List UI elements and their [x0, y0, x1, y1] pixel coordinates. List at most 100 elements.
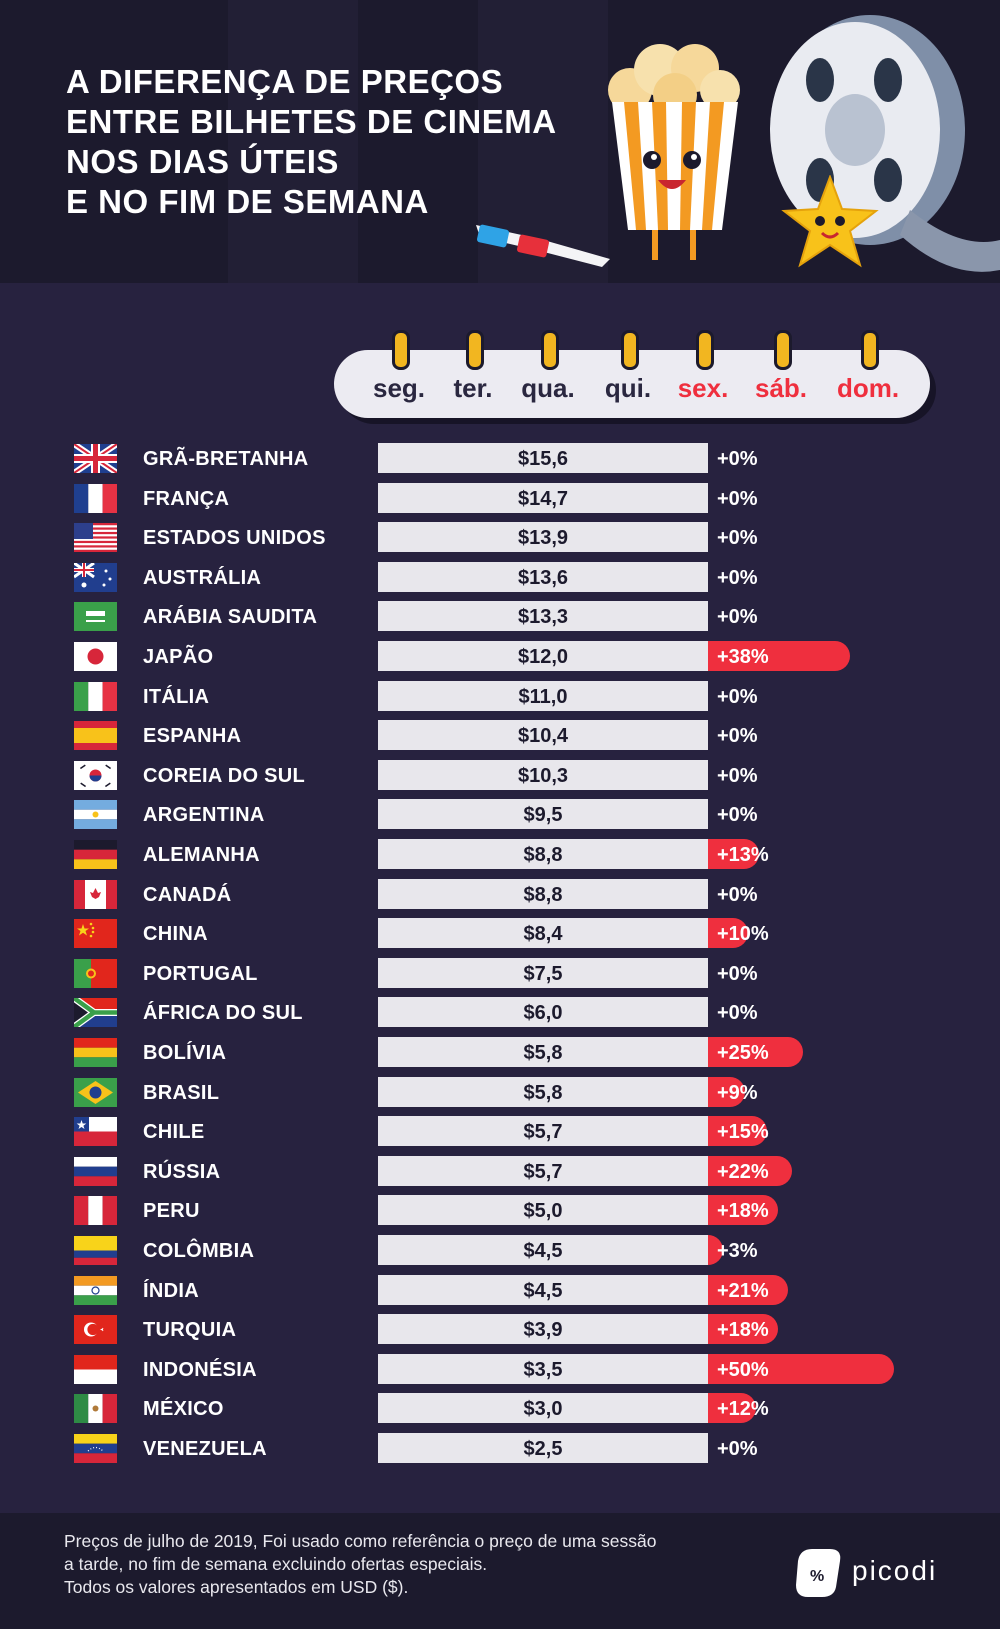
- price-bar: [378, 680, 708, 711]
- price-bar: [378, 522, 708, 553]
- calendar-ring: [392, 330, 410, 370]
- 3d-glasses-icon: [476, 224, 610, 267]
- price-label: $5,7: [523, 1160, 563, 1183]
- country-label: COREIA DO SUL: [143, 764, 306, 787]
- increase-label: +0%: [717, 962, 758, 985]
- country-label: ALEMANHA: [143, 844, 260, 866]
- calendar-ring: [696, 330, 714, 370]
- increase-label: +50%: [717, 1358, 769, 1381]
- increase-bar: [708, 1314, 778, 1345]
- price-label: $5,0: [523, 1200, 563, 1223]
- increase-label: +18%: [717, 1200, 769, 1223]
- price-bar: [378, 1393, 708, 1424]
- increase-label: +21%: [717, 1279, 769, 1302]
- price-bar: [378, 1353, 708, 1384]
- table-row: FRANÇA $14,7 +0%: [0, 480, 1000, 520]
- increase-label: +0%: [717, 764, 758, 787]
- country-label: AUSTRÁLIA: [143, 566, 262, 589]
- flag-icon-pt: [74, 958, 117, 988]
- flag-icon-sa: [74, 602, 117, 632]
- price-label: $13,9: [517, 527, 569, 550]
- price-label: $13,6: [517, 566, 569, 589]
- country-label: PERU: [143, 1200, 200, 1223]
- price-bar: [378, 482, 708, 513]
- table-row: RÚSSIA $5,7 +22%: [0, 1153, 1000, 1193]
- flag-icon-us: [74, 523, 117, 553]
- price-label: $9,5: [523, 804, 563, 827]
- increase-bar: [708, 1037, 803, 1067]
- increase-label: +38%: [717, 646, 769, 668]
- increase-bar: [708, 839, 759, 869]
- country-label: VENEZUELA: [143, 1438, 267, 1460]
- table-row: ÍNDIA $4,5 +21%: [0, 1272, 1000, 1312]
- increase-label: +3%: [717, 1240, 758, 1262]
- country-label: COLÔMBIA: [143, 1240, 255, 1262]
- increase-label: +18%: [717, 1319, 769, 1342]
- star-mascot-icon: [781, 175, 879, 268]
- price-bar: [378, 443, 708, 473]
- price-bar: [378, 1076, 708, 1107]
- price-label: $10,4: [517, 725, 569, 748]
- day-label-0: seg.: [372, 373, 426, 403]
- increase-bar: [708, 1235, 723, 1265]
- table-row: CANADÁ $8,8 +0%: [0, 876, 1000, 916]
- price-bar: [378, 601, 708, 632]
- price-label: $5,8: [523, 1081, 563, 1104]
- table-row: ÁFRICA DO SUL $6,0 +0%: [0, 994, 1000, 1034]
- table-row: TURQUIA $3,9 +18%: [0, 1311, 1000, 1351]
- flag-icon-gb: [74, 444, 117, 473]
- country-label: CANADÁ: [143, 883, 232, 906]
- table-row: ITÁLIA $11,0 +0%: [0, 678, 1000, 718]
- day-label-6: dom.: [836, 373, 900, 403]
- table-row: INDONÉSIA $3,5 +50%: [0, 1351, 1000, 1391]
- increase-label: +15%: [717, 1121, 769, 1144]
- price-bar: [378, 720, 708, 751]
- increase-bar: [708, 1076, 745, 1107]
- increase-label: +22%: [717, 1160, 769, 1183]
- film-reel-icon: [770, 15, 1000, 272]
- increase-label: +0%: [717, 1002, 758, 1025]
- flag-icon-bo: [74, 1038, 117, 1067]
- country-label: GRÃ-BRETANHA: [143, 448, 309, 470]
- increase-label: +0%: [717, 606, 758, 629]
- country-label: CHILE: [143, 1121, 205, 1144]
- price-bar: [378, 1235, 708, 1265]
- increase-label: +0%: [717, 527, 758, 550]
- table-row: ALEMANHA $8,8 +13%: [0, 836, 1000, 876]
- popcorn-mascot-icon: [608, 44, 740, 260]
- country-label: INDONÉSIA: [143, 1358, 257, 1381]
- flag-icon-it: [74, 681, 117, 711]
- price-bar: [378, 759, 708, 790]
- country-label: ARGENTINA: [143, 804, 265, 827]
- increase-label: +0%: [717, 1438, 758, 1460]
- flag-icon-br: [74, 1077, 117, 1107]
- price-bar: [378, 799, 708, 830]
- table-row: GRÃ-BRETANHA $15,6 +0%: [0, 440, 1000, 480]
- increase-label: +0%: [717, 487, 758, 510]
- footnote: Preços de julho de 2019, Foi usado como …: [64, 1531, 657, 1597]
- table-row: ARÁBIA SAUDITA $13,3 +0%: [0, 598, 1000, 638]
- day-label-4: sex.: [677, 373, 729, 403]
- flag-icon-au: [74, 562, 117, 592]
- film-strip-decoration: [228, 0, 358, 283]
- country-label: BRASIL: [143, 1081, 220, 1104]
- flag-icon-cn: [74, 919, 117, 949]
- increase-label: +0%: [717, 883, 758, 906]
- footer: Preços de julho de 2019, Foi usado como …: [0, 1513, 1000, 1629]
- country-label: TURQUIA: [143, 1319, 237, 1342]
- flag-icon-za: [74, 998, 117, 1028]
- price-label: $13,3: [517, 606, 569, 629]
- price-bar: [378, 1037, 708, 1067]
- flag-icon-co: [74, 1236, 117, 1265]
- calendar-ring: [466, 330, 484, 370]
- table-row: ARGENTINA $9,5 +0%: [0, 796, 1000, 836]
- price-label: $10,3: [517, 764, 569, 787]
- increase-label: +0%: [717, 725, 758, 748]
- increase-bar: [708, 1353, 894, 1384]
- country-label: ÁFRICA DO SUL: [143, 1002, 303, 1025]
- price-bar: [378, 1116, 708, 1147]
- price-bar: [378, 918, 708, 949]
- increase-label: +9%: [717, 1081, 758, 1104]
- country-label: ITÁLIA: [143, 685, 210, 708]
- day-label-5: sáb.: [754, 373, 808, 403]
